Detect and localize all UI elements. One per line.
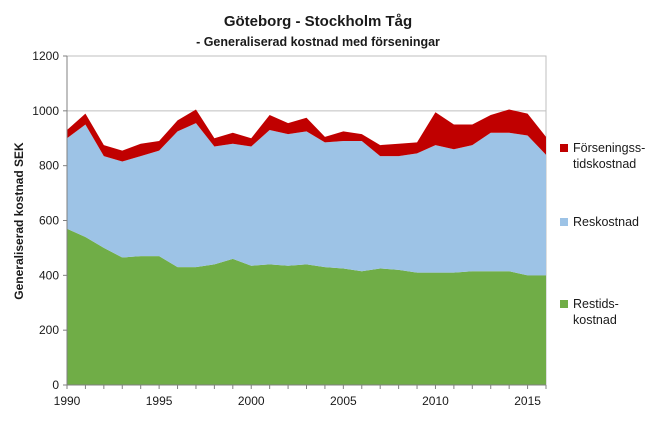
y-axis-label: Generaliserad kostnad SEK bbox=[12, 142, 26, 300]
y-tick-label: 0 bbox=[52, 378, 59, 392]
legend-swatch bbox=[560, 144, 568, 152]
legend-swatch bbox=[560, 300, 568, 308]
y-tick-label: 800 bbox=[39, 159, 59, 173]
area-layer bbox=[67, 109, 546, 385]
legend-label: kostnad bbox=[573, 313, 617, 327]
x-tick-label: 2000 bbox=[238, 394, 265, 408]
y-tick-label: 600 bbox=[39, 214, 59, 228]
legend-label: Reskostnad bbox=[573, 215, 639, 229]
legend-label: Restids- bbox=[573, 297, 619, 311]
chart-subtitle: - Generaliserad kostnad med förseningar bbox=[196, 35, 440, 49]
x-tick-label: 2005 bbox=[330, 394, 357, 408]
y-tick-label: 400 bbox=[39, 268, 59, 282]
y-tick-label: 1000 bbox=[32, 104, 59, 118]
area-series-1 bbox=[67, 123, 546, 276]
legend-label: Förseningss- bbox=[573, 141, 645, 155]
x-tick-label: 2010 bbox=[422, 394, 449, 408]
axis-layer: 0 200 400 600 800 1000 1200 1990 1995 2000 2005 201… bbox=[32, 49, 547, 408]
x-tick-label: 1990 bbox=[54, 394, 81, 408]
area-series-0 bbox=[67, 228, 546, 385]
area-series-2 bbox=[67, 109, 546, 162]
x-tick-label: 2015 bbox=[514, 394, 541, 408]
y-tick-label: 1200 bbox=[32, 49, 59, 63]
x-tick-label: 1995 bbox=[146, 394, 173, 408]
legend-label: tidskostnad bbox=[573, 157, 636, 171]
chart-title: Göteborg - Stockholm Tåg bbox=[224, 13, 412, 30]
legend: Förseningss-tidskostnad Reskostnad Restids… bbox=[560, 141, 645, 327]
y-tick-label: 200 bbox=[39, 323, 59, 337]
legend-swatch bbox=[560, 218, 568, 226]
